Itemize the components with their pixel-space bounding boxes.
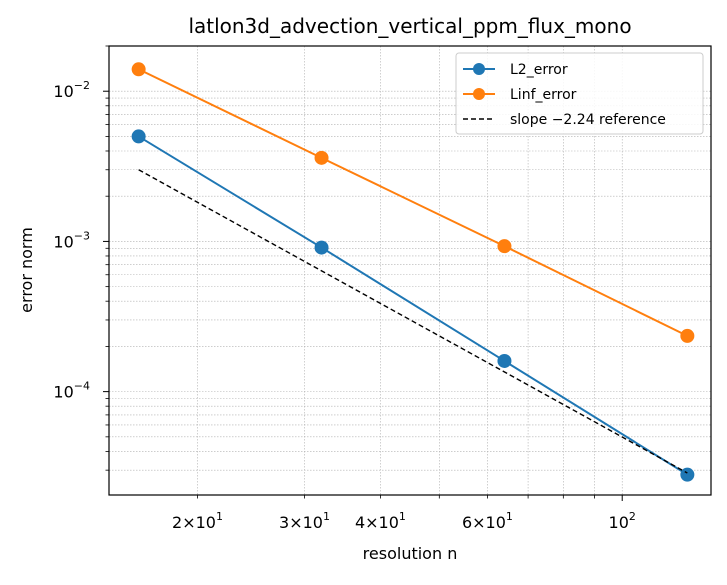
chart-title: latlon3d_advection_vertical_ppm_flux_mon… <box>188 14 631 38</box>
legend-label-0: L2_error <box>510 62 568 78</box>
x-tick-label: 102 <box>609 510 636 532</box>
data-point-1-1 <box>314 150 329 165</box>
data-point-0-2 <box>497 353 512 368</box>
data-point-0-1 <box>314 240 329 255</box>
legend-marker-1 <box>473 88 485 100</box>
x-tick-label: 6×101 <box>462 510 513 532</box>
series-line-0 <box>138 135 688 476</box>
x-axis-label: resolution n <box>363 544 458 563</box>
y-axis-label: error norm <box>17 227 36 313</box>
data-point-0-3 <box>680 467 695 482</box>
series-layer <box>131 62 695 482</box>
legend-marker-0 <box>473 63 485 75</box>
legend-label-2: slope −2.24 reference <box>510 112 666 128</box>
legend-label-1: Linf_error <box>510 87 577 103</box>
axis-ticks: 2×101 3×101 4×101 6×101 102 10−2 10−3 10−4 <box>53 45 636 532</box>
y-tick-label: 10−2 <box>53 79 90 101</box>
data-point-1-2 <box>497 239 512 254</box>
plot-frame <box>108 45 712 496</box>
data-point-1-0 <box>131 62 146 77</box>
data-point-0-0 <box>131 129 146 144</box>
data-point-1-3 <box>680 328 695 343</box>
x-tick-label: 3×101 <box>279 510 330 532</box>
y-tick-label: 10−3 <box>53 229 90 251</box>
x-tick-label: 4×101 <box>355 510 406 532</box>
series-line-2 <box>138 169 688 474</box>
series-line-1 <box>138 68 688 337</box>
legend-box <box>455 52 704 135</box>
y-tick-label: 10−4 <box>53 380 90 402</box>
x-tick-label: 2×101 <box>172 510 223 532</box>
